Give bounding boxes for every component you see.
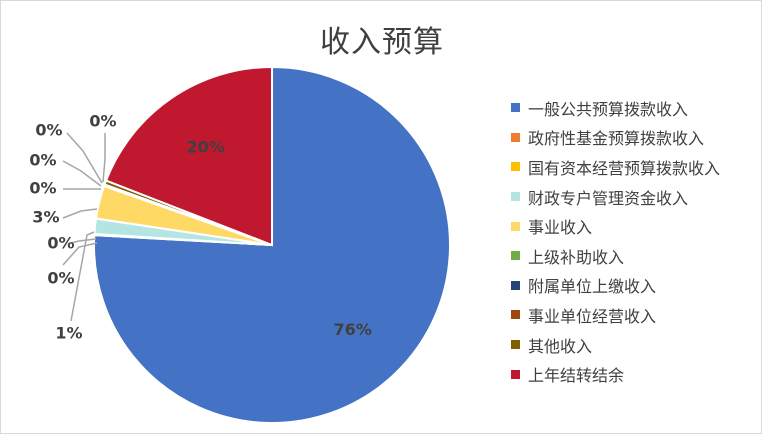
legend-swatch (511, 192, 520, 202)
data-label-事业收入: 3% (32, 208, 59, 227)
data-label-政府性基金预算拨款收入: 0% (47, 269, 74, 288)
pie-slice-一般公共预算拨款收入 (93, 65, 451, 424)
legend-swatch (511, 132, 520, 142)
pie-slice-上年结转结余 (104, 65, 273, 247)
data-label-上级补助收入: 0% (29, 179, 56, 198)
legend-item-附属单位上缴收入: 附属单位上缴收入 (511, 271, 761, 301)
legend-item-国有资本经营预算拨款收入: 国有资本经营预算拨款收入 (511, 152, 761, 182)
legend-label: 上年结转结余 (528, 366, 625, 386)
data-label-一般公共预算拨款收入: 76% (334, 320, 372, 339)
leader-line-附属单位上缴收入 (62, 160, 102, 187)
leader-line-政府性基金预算拨款收入 (62, 242, 98, 266)
legend-label: 事业单位经营收入 (528, 306, 657, 326)
leader-line-其他收入 (102, 133, 106, 183)
legend-label: 一般公共预算拨款收入 (528, 99, 689, 119)
legend-swatch (511, 162, 520, 172)
leader-line-事业收入 (62, 208, 98, 219)
legend-swatch (511, 251, 520, 261)
leader-line-财政专户管理资金收入 (70, 231, 95, 322)
legend-label: 其他收入 (528, 336, 593, 356)
data-label-其他收入: 0% (89, 112, 116, 131)
legend-swatch (511, 221, 520, 231)
legend-label: 事业收入 (528, 218, 593, 238)
legend-swatch (511, 280, 520, 290)
legend-swatch (511, 310, 520, 320)
legend-label: 财政专户管理资金收入 (528, 188, 689, 208)
legend-swatch (511, 103, 520, 113)
legend-item-一般公共预算拨款收入: 一般公共预算拨款收入 (511, 93, 761, 123)
legend-label: 上级补助收入 (528, 247, 625, 267)
legend-label: 政府性基金预算拨款收入 (528, 129, 705, 149)
legend-swatch (511, 340, 520, 350)
legend-item-事业收入: 事业收入 (511, 211, 761, 241)
data-label-财政专户管理资金收入: 1% (55, 324, 82, 343)
legend-item-财政专户管理资金收入: 财政专户管理资金收入 (511, 182, 761, 212)
legend-item-其他收入: 其他收入 (511, 330, 761, 360)
legend: 一般公共预算拨款收入 政府性基金预算拨款收入 国有资本经营预算拨款收入 财政专户管理资… (511, 93, 761, 389)
chart-title: 收入预算 (320, 25, 444, 60)
legend-item-上年结转结余: 上年结转结余 (511, 359, 761, 389)
legend-swatch (511, 369, 520, 379)
legend-item-上级补助收入: 上级补助收入 (511, 241, 761, 271)
legend-label: 国有资本经营预算拨款收入 (528, 158, 721, 178)
legend-item-政府性基金预算拨款收入: 政府性基金预算拨款收入 (511, 123, 761, 153)
data-label-附属单位上缴收入: 0% (29, 151, 56, 170)
leader-line-国有资本经营预算拨款收入 (70, 238, 97, 244)
leader-line-事业单位经营收入 (66, 132, 103, 184)
data-label-事业单位经营收入: 0% (35, 121, 62, 140)
legend-item-事业单位经营收入: 事业单位经营收入 (511, 300, 761, 330)
legend-label: 附属单位上缴收入 (528, 277, 657, 297)
data-label-上年结转结余: 20% (187, 138, 225, 157)
data-label-国有资本经营预算拨款收入: 0% (47, 234, 74, 253)
